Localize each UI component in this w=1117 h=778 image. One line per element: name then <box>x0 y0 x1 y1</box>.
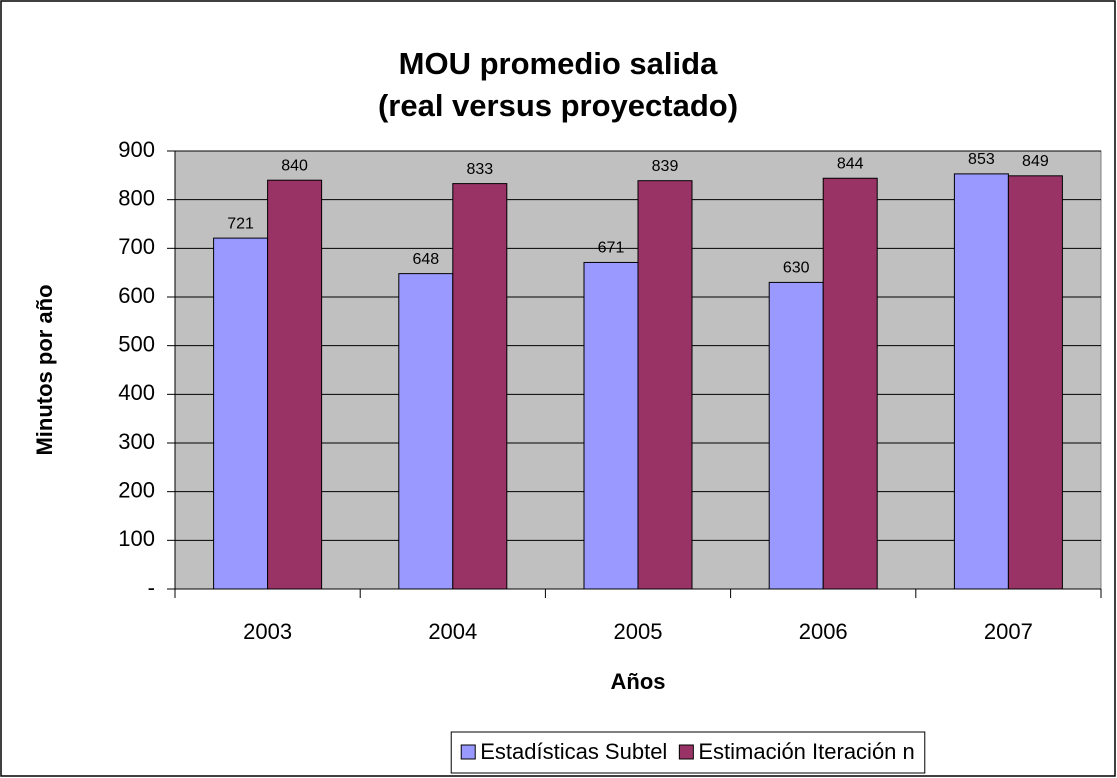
bar <box>768 281 824 590</box>
data-label: 853 <box>968 151 995 168</box>
x-tick-label: 2004 <box>428 619 477 644</box>
data-label: 833 <box>466 161 493 178</box>
data-label: 844 <box>837 155 864 172</box>
data-label: 648 <box>412 251 439 268</box>
x-tick-label: 2006 <box>799 619 848 644</box>
x-tick-label: 2003 <box>243 619 292 644</box>
data-label: 849 <box>1022 153 1049 170</box>
bar <box>398 273 454 590</box>
y-axis-label: Minutos por año <box>32 284 57 455</box>
data-label: 840 <box>281 157 308 174</box>
y-tick-label: 500 <box>118 331 155 356</box>
bar <box>583 261 639 590</box>
y-tick-label: - <box>148 575 155 600</box>
x-axis-label: Años <box>611 669 666 694</box>
y-tick-label: 400 <box>118 380 155 405</box>
data-label: 671 <box>598 240 625 257</box>
bar <box>822 177 878 590</box>
legend-swatch <box>678 744 694 760</box>
y-tick-label: 300 <box>118 429 155 454</box>
chart-title: MOU promedio salida <box>399 46 718 81</box>
legend-swatch <box>460 744 476 760</box>
legend-label: Estimación Iteración n <box>698 739 914 764</box>
data-label: 721 <box>227 215 254 232</box>
bar <box>267 179 323 590</box>
bar <box>452 183 508 590</box>
y-tick-label: 200 <box>118 477 155 502</box>
bar <box>953 173 1009 590</box>
y-tick-label: 100 <box>118 526 155 551</box>
y-tick-label: 800 <box>118 185 155 210</box>
x-tick-label: 2005 <box>614 619 663 644</box>
legend-label: Estadísticas Subtel <box>480 739 667 764</box>
x-tick-label: 2007 <box>984 619 1033 644</box>
data-label: 630 <box>783 260 810 277</box>
y-tick-label: 900 <box>118 137 155 162</box>
bar <box>213 237 269 590</box>
chart-subtitle: (real versus proyectado) <box>378 88 738 123</box>
bar <box>637 180 693 590</box>
data-label: 839 <box>652 158 679 175</box>
bar <box>1007 175 1063 590</box>
y-tick-label: 600 <box>118 283 155 308</box>
y-tick-label: 700 <box>118 234 155 259</box>
